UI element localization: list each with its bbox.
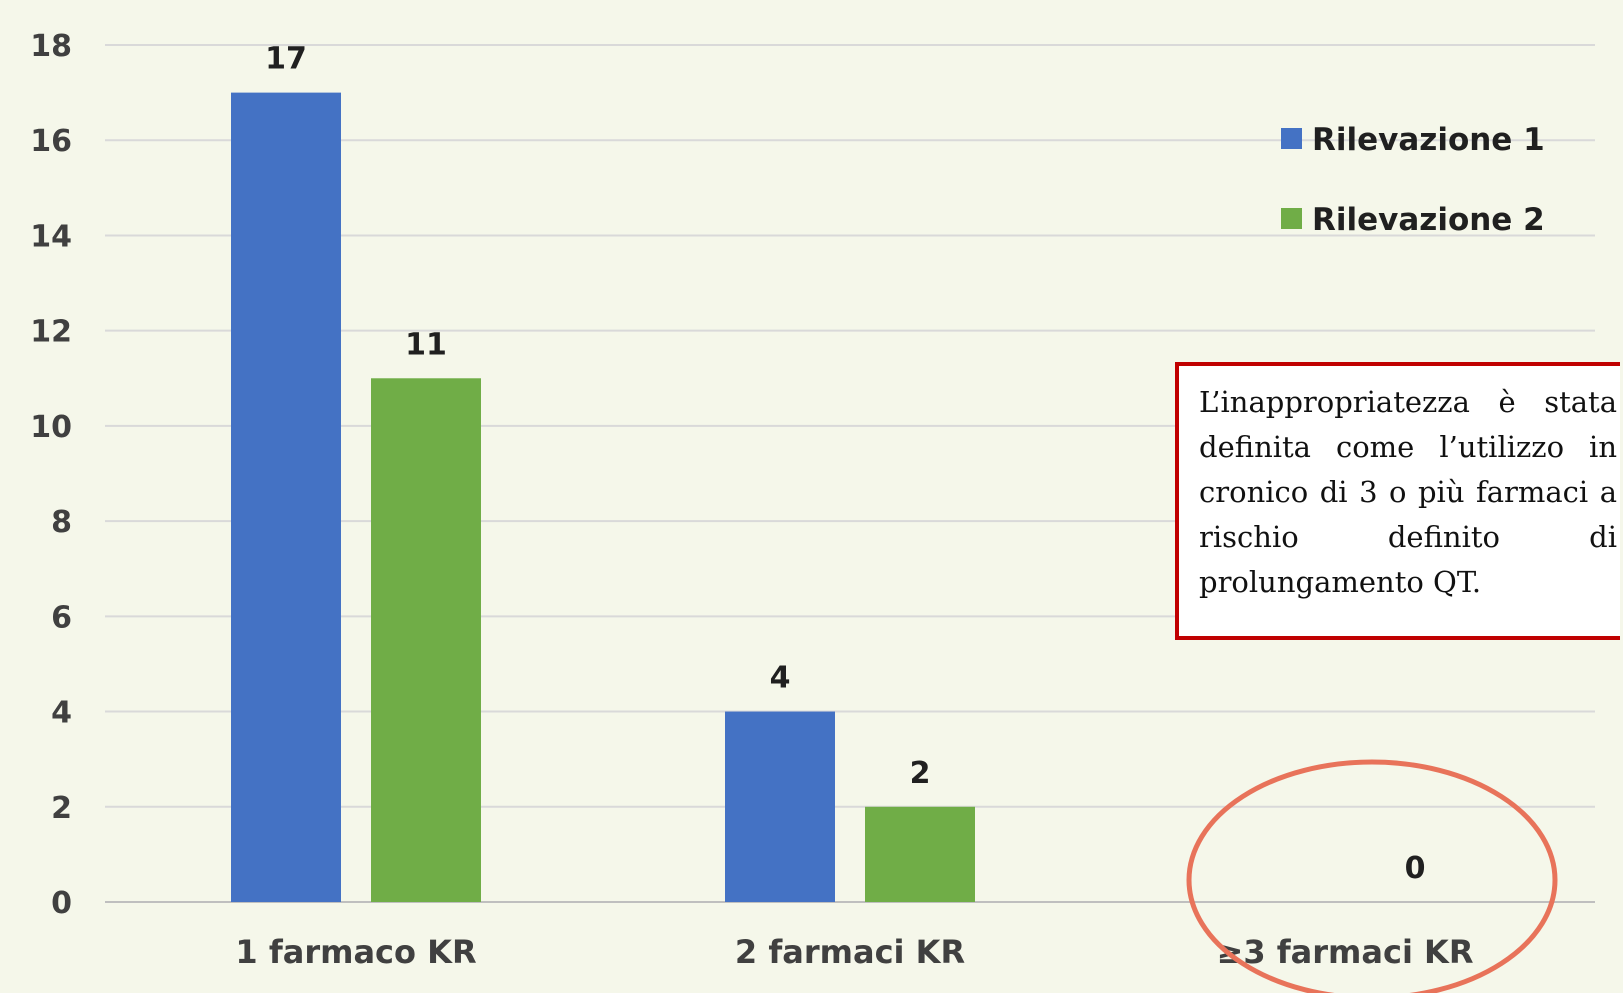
y-tick-label: 14 (30, 219, 72, 254)
bars (231, 92, 975, 903)
y-tick-label: 4 (51, 696, 72, 731)
bar-2-1 (371, 378, 481, 902)
y-axis: 0 2 4 6 8 10 12 14 16 18 (30, 29, 72, 921)
highlight-circle (1186, 759, 1558, 993)
y-tick-label: 8 (51, 505, 72, 540)
y-tick-label: 6 (51, 600, 72, 635)
data-label: 4 (770, 661, 791, 696)
x-category-label: 2 farmaci KR (735, 933, 965, 971)
bar-1-1 (231, 92, 341, 903)
x-category-label: 1 farmaco KR (235, 933, 476, 971)
legend-label-2: Rilevazione 2 (1312, 202, 1545, 238)
bar-1-2 (725, 711, 835, 902)
y-tick-label: 0 (51, 886, 72, 921)
y-tick-label: 16 (30, 124, 72, 159)
highlight-ellipse (1186, 759, 1558, 993)
data-label: 17 (265, 42, 307, 77)
gridlines (105, 44, 1595, 903)
annotation-text: L’inappropriatezza è stata definita come… (1199, 385, 1617, 599)
legend-label-1: Rilevazione 1 (1312, 122, 1545, 158)
y-tick-label: 10 (30, 410, 72, 445)
data-label: 2 (910, 756, 931, 791)
data-labels: 17 11 4 2 0 (265, 42, 1425, 886)
x-category-label: ≥3 farmaci KR (1217, 933, 1474, 971)
data-label: 0 (1405, 851, 1426, 886)
legend-swatch-2 (1281, 208, 1302, 229)
y-tick-label: 18 (30, 29, 72, 64)
data-label: 11 (405, 327, 447, 362)
y-tick-label: 12 (30, 315, 72, 350)
x-axis: 1 farmaco KR 2 farmaci KR ≥3 farmaci KR (235, 933, 1473, 971)
annotation-box: L’inappropriatezza è stata definita come… (1175, 362, 1620, 640)
legend: Rilevazione 1 Rilevazione 2 (1281, 122, 1545, 238)
legend-swatch-1 (1281, 128, 1302, 149)
y-tick-label: 2 (51, 791, 72, 826)
bar-2-2 (865, 806, 975, 902)
